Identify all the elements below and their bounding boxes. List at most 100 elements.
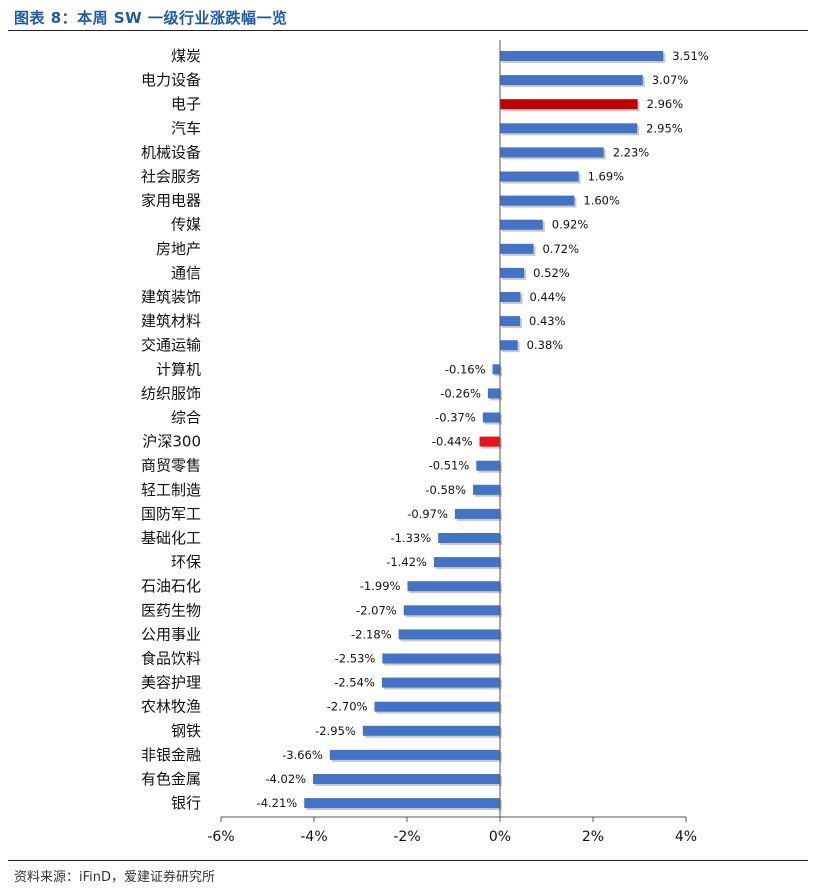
value-label: -0.51% [429,459,470,473]
category-label: 综合 [171,409,201,427]
value-label: 2.96% [647,97,684,111]
category-label: 电子 [171,95,201,113]
bar [482,412,500,423]
bar [381,677,500,688]
value-label: -2.70% [327,700,368,714]
bar [500,75,643,86]
x-tick-label: 2% [582,829,604,845]
x-tick-label: -4% [300,829,327,845]
figure-title: 图表 8：本周 SW 一级行业涨跌幅一览 [14,9,288,27]
bar [313,774,500,784]
category-label: 家用电器 [141,192,201,210]
bar [403,605,500,616]
value-label: 2.23% [613,145,650,159]
category-label: 交通运输 [141,336,201,354]
category-label: 建筑装饰 [141,288,201,306]
value-label: -1.42% [386,555,427,569]
value-label: -4.02% [265,772,306,786]
value-label: 1.69% [588,170,625,184]
value-label: 3.07% [652,73,689,87]
bar [500,51,664,61]
value-label: -0.37% [435,411,476,425]
category-label: 银行 [171,794,201,812]
category-label: 汽车 [171,119,201,137]
category-label: 商贸零售 [141,457,201,475]
category-label: 沪深300 [142,433,201,451]
value-label: -1.99% [360,579,401,593]
bar [500,243,534,254]
x-tick-label: 4% [675,829,697,845]
value-label: 0.92% [552,218,589,232]
bar [500,171,579,182]
bar [374,701,500,712]
category-label: 农林牧渔 [141,698,201,716]
bar [454,508,500,519]
bar [407,581,500,592]
bar [362,725,500,736]
bar [329,749,500,760]
value-label: -2.07% [356,603,397,617]
value-label: 0.44% [529,290,566,304]
bar [382,653,500,664]
value-label: -2.54% [334,676,375,690]
value-label: 0.38% [527,338,564,352]
x-tick-label: 0% [489,829,511,845]
footer-divider [8,860,808,861]
value-label: -0.16% [445,362,486,376]
category-label: 房地产 [156,240,201,258]
category-label: 美容护理 [141,674,201,692]
bar [500,340,518,351]
value-label: -0.97% [407,507,448,521]
value-label: -2.18% [351,627,392,641]
category-label: 电力设备 [141,71,201,89]
bar [500,219,543,230]
value-label: 2.95% [646,121,683,135]
category-label: 社会服务 [141,168,201,186]
bar [500,195,575,206]
bar [433,557,500,568]
bar [500,292,521,302]
value-label: -2.95% [315,724,356,738]
category-label: 轻工制造 [141,481,201,499]
value-label: 1.60% [583,194,620,208]
value-label: -0.26% [440,386,481,400]
value-label: 0.72% [542,242,579,256]
category-label: 公用事业 [141,625,201,643]
bar [398,629,500,640]
value-label: 0.52% [533,266,570,280]
category-label: 煤炭 [171,47,201,65]
value-label: -0.44% [432,435,473,449]
category-label: 非银金融 [141,746,201,764]
category-label: 医药生物 [141,601,201,619]
category-label: 石油石化 [141,577,201,595]
x-tick-label: -6% [207,829,234,845]
category-label: 机械设备 [141,143,201,161]
value-label: -0.58% [425,483,466,497]
axes-group: -6% -4% -2% 0% 2% 4% [207,40,697,845]
category-label: 环保 [171,553,201,571]
value-labels-group: 3.51% 3.07% 2.96% 2.95% 2.23% 1.69% 1.60% 0.92%… [257,49,709,810]
category-label: 计算机 [156,360,201,378]
bar [438,533,500,543]
value-label: -4.21% [257,796,298,810]
category-label: 纺织服饰 [141,384,201,402]
value-label: -2.53% [335,652,376,666]
bar [500,147,604,158]
title-divider [8,30,808,31]
bar [500,267,525,278]
bar [500,99,638,110]
bar [473,484,500,495]
category-label: 有色金属 [141,770,201,788]
category-labels-group: 煤炭电力设备电子汽车机械设备社会服务家用电器传媒房地产通信建筑装饰建筑材料交通运… [141,47,201,812]
category-label: 食品饮料 [141,650,201,668]
category-label: 基础化工 [141,529,201,547]
x-tick-label: -2% [393,829,420,845]
value-label: 3.51% [672,49,709,63]
value-label: -3.66% [282,748,323,762]
bar [476,460,500,471]
category-label: 传媒 [171,216,201,234]
bar [492,364,500,375]
value-label: 0.43% [529,314,566,328]
category-label: 建筑材料 [141,312,201,330]
bar [500,316,520,327]
